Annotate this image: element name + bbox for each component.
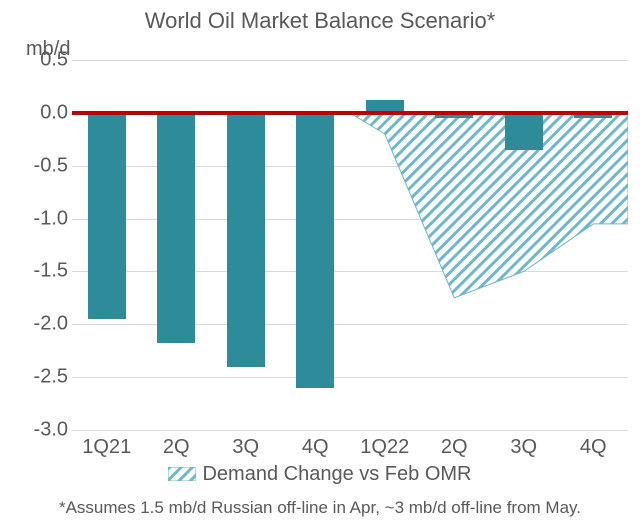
y-tick-label: -1.5 bbox=[34, 260, 68, 283]
legend-swatch-hatch bbox=[168, 464, 196, 478]
legend-label: Demand Change vs Feb OMR bbox=[202, 463, 471, 485]
bar bbox=[227, 113, 265, 367]
bar bbox=[157, 113, 195, 343]
oil-balance-chart: World Oil Market Balance Scenario* mb/d … bbox=[0, 0, 640, 529]
x-tick-label: 1Q21 bbox=[82, 436, 131, 459]
y-tick-label: -2.5 bbox=[34, 366, 68, 389]
chart-title: World Oil Market Balance Scenario* bbox=[0, 8, 640, 34]
x-tick-label: 4Q bbox=[302, 436, 329, 459]
x-tick-label: 1Q22 bbox=[360, 436, 409, 459]
bar bbox=[505, 113, 543, 150]
legend: Demand Change vs Feb OMR bbox=[0, 463, 640, 486]
x-tick-label: 4Q bbox=[580, 436, 607, 459]
x-tick-label: 3Q bbox=[232, 436, 259, 459]
x-tick-label: 2Q bbox=[163, 436, 190, 459]
y-tick-label: 0.0 bbox=[40, 101, 68, 124]
bar bbox=[88, 113, 126, 319]
demand-change-area bbox=[72, 60, 628, 430]
x-tick-label: 2Q bbox=[441, 436, 468, 459]
zero-line bbox=[72, 111, 628, 115]
chart-footnote: *Assumes 1.5 mb/d Russian off-line in Ap… bbox=[0, 498, 640, 518]
grid-line bbox=[72, 430, 628, 431]
plot-area bbox=[72, 60, 628, 430]
y-tick-label: 0.5 bbox=[40, 49, 68, 72]
y-tick-label: -0.5 bbox=[34, 154, 68, 177]
x-tick-label: 3Q bbox=[510, 436, 537, 459]
bar bbox=[296, 113, 334, 388]
y-tick-label: -3.0 bbox=[34, 419, 68, 442]
y-tick-label: -1.0 bbox=[34, 207, 68, 230]
y-tick-label: -2.0 bbox=[34, 313, 68, 336]
